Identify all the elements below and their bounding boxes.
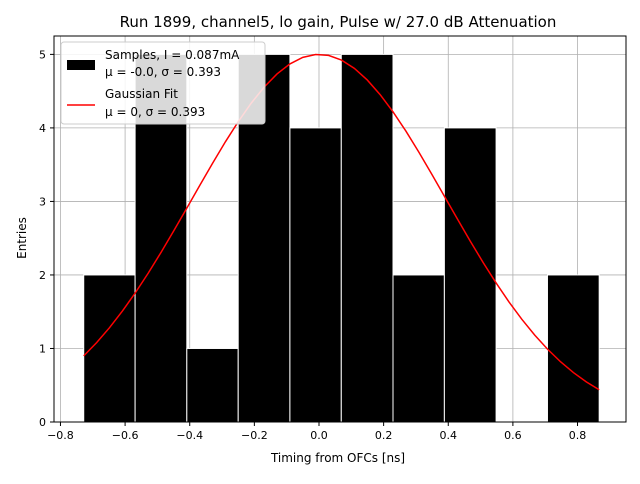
legend: Samples, I = 0.087mA μ = -0.0, σ = 0.393… (60, 41, 266, 125)
y-tick-label: 5 (39, 48, 46, 61)
y-tick-label: 4 (39, 122, 46, 135)
y-axis-label: Entries (15, 217, 29, 259)
y-tick-label: 0 (39, 416, 46, 429)
x-tick-label: −0.2 (241, 429, 268, 442)
legend-histogram-label-2: μ = -0.0, σ = 0.393 (105, 65, 221, 79)
y-tick-label: 1 (39, 342, 46, 355)
x-tick-label: 0.8 (569, 429, 587, 442)
plot-frame (53, 35, 627, 423)
y-tick-label: 2 (39, 269, 46, 282)
x-tick-label: 0.4 (440, 429, 458, 442)
chart-title: Run 1899, channel5, lo gain, Pulse w/ 27… (120, 13, 557, 31)
histogram-bar (546, 274, 600, 423)
histogram-bars (83, 53, 600, 423)
legend-histogram-label-1: Samples, I = 0.087mA (105, 48, 240, 62)
x-axis-ticks: −0.8 −0.6 −0.4 −0.2 0.0 0.2 0.4 0.6 0.8 (47, 422, 586, 442)
x-tick-label: 0.0 (310, 429, 328, 442)
histogram-bar (83, 274, 136, 423)
y-axis-ticks: 0 1 2 3 4 5 (39, 48, 54, 429)
histogram-bar (289, 127, 342, 423)
x-tick-label: 0.6 (504, 429, 522, 442)
histogram-bar (392, 274, 445, 423)
legend-fit-label-1: Gaussian Fit (105, 87, 178, 101)
x-tick-label: −0.8 (47, 429, 74, 442)
x-tick-label: −0.4 (176, 429, 203, 442)
legend-box (60, 41, 266, 125)
gaussian-fit (83, 53, 600, 391)
gaussian-fit-line (83, 53, 600, 391)
x-tick-label: −0.6 (112, 429, 139, 442)
legend-histogram-swatch (67, 60, 95, 70)
histogram-bar (340, 53, 394, 423)
legend-fit-label-2: μ = 0, σ = 0.393 (105, 105, 205, 119)
x-tick-label: 0.2 (375, 429, 393, 442)
y-tick-label: 3 (39, 195, 46, 208)
x-axis-label: Timing from OFCs [ns] (270, 451, 405, 465)
histogram-bar (186, 347, 239, 423)
histogram-bar (443, 127, 497, 423)
